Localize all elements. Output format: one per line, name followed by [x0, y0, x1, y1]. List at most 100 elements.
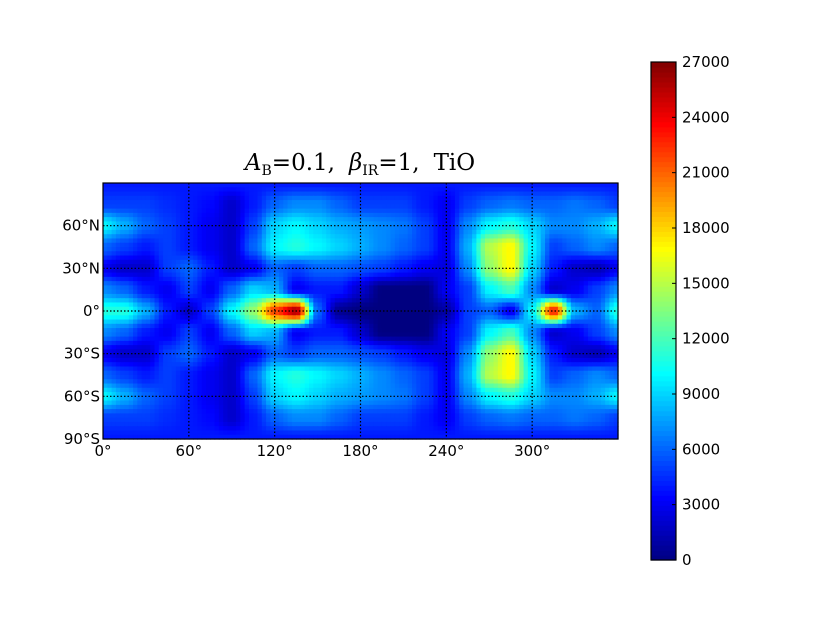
heatmap-cell — [570, 191, 576, 197]
heatmap-cell — [356, 247, 362, 252]
heatmap-cell — [171, 281, 177, 286]
heatmap-cell — [515, 204, 520, 210]
heatmap-cell — [343, 251, 349, 257]
heatmap-cell — [545, 332, 550, 338]
heatmap-cell — [145, 298, 151, 304]
heatmap-cell — [369, 289, 374, 295]
heatmap-cell — [111, 259, 117, 265]
heatmap-cell — [484, 247, 490, 252]
heatmap-cell — [373, 259, 379, 265]
heatmap-cell — [386, 183, 392, 188]
heatmap-cell — [459, 315, 465, 321]
heatmap-cell — [321, 255, 327, 261]
heatmap-cell — [231, 323, 237, 329]
heatmap-cell — [313, 281, 319, 286]
heatmap-cell — [566, 353, 572, 359]
heatmap-cell — [373, 221, 379, 227]
heatmap-cell — [287, 247, 293, 252]
heatmap-cell — [313, 191, 319, 197]
heatmap-cell — [300, 200, 306, 205]
heatmap-cell — [562, 276, 568, 282]
heatmap-cell — [424, 217, 430, 222]
heatmap-cell — [369, 208, 374, 214]
heatmap-cell — [137, 315, 143, 321]
heatmap-cell — [304, 285, 310, 291]
heatmap-cell — [300, 187, 306, 193]
heatmap-cell — [103, 276, 108, 282]
heatmap-cell — [231, 221, 237, 227]
heatmap-cell — [532, 255, 538, 261]
heatmap-cell — [609, 298, 615, 304]
heatmap-cell — [467, 319, 473, 325]
heatmap-cell — [596, 285, 602, 291]
heatmap-cell — [600, 268, 606, 274]
heatmap-cell — [141, 349, 147, 355]
heatmap-cell — [184, 204, 190, 210]
heatmap-cell — [506, 349, 512, 355]
heatmap-cell — [609, 340, 615, 346]
heatmap-cell — [188, 323, 194, 329]
heatmap-cell — [463, 264, 469, 269]
heatmap-cell — [596, 353, 602, 359]
heatmap-cell — [583, 289, 589, 295]
heatmap-cell — [261, 336, 267, 342]
heatmap-cell — [467, 195, 473, 201]
heatmap-cell — [420, 238, 426, 244]
heatmap-cell — [472, 204, 477, 210]
heatmap-cell — [373, 251, 379, 257]
heatmap-cell — [163, 247, 168, 252]
heatmap-cell — [545, 276, 550, 282]
heatmap-cell — [300, 238, 306, 244]
heatmap-cell — [433, 298, 439, 304]
heatmap-cell — [261, 276, 267, 282]
heatmap-cell — [575, 187, 580, 193]
heatmap-cell — [261, 242, 267, 248]
heatmap-cell — [424, 204, 430, 210]
heatmap-cell — [429, 332, 435, 338]
heatmap-cell — [201, 276, 207, 282]
heatmap-cell — [257, 285, 263, 291]
heatmap-cell — [334, 315, 340, 321]
heatmap-cell — [562, 289, 568, 295]
heatmap-cell — [575, 238, 580, 244]
heatmap-cell — [532, 234, 538, 240]
heatmap-cell — [424, 187, 430, 193]
heatmap-cell — [502, 264, 508, 269]
heatmap-cell — [506, 264, 512, 269]
heatmap-cell — [484, 234, 490, 240]
heatmap-cell — [532, 276, 538, 282]
heatmap-cell — [562, 200, 568, 205]
heatmap-cell — [592, 345, 598, 350]
heatmap-cell — [596, 200, 602, 205]
heatmap-cell — [158, 306, 164, 312]
heatmap-cell — [450, 259, 456, 265]
heatmap-cell — [381, 208, 387, 214]
heatmap-cell — [579, 328, 585, 333]
heatmap-cell — [605, 208, 611, 214]
heatmap-cell — [145, 225, 151, 231]
heatmap-cell — [317, 217, 323, 222]
heatmap-cell — [137, 285, 143, 291]
heatmap-cell — [381, 281, 387, 286]
heatmap-cell — [210, 242, 216, 248]
heatmap-cell — [360, 268, 366, 274]
heatmap-cell — [291, 225, 297, 231]
heatmap-cell — [218, 323, 224, 329]
heatmap-cell — [523, 191, 529, 197]
heatmap-cell — [300, 255, 306, 261]
heatmap-cell — [321, 306, 327, 312]
heatmap-cell — [167, 357, 173, 363]
heatmap-cell — [309, 340, 314, 346]
heatmap-cell — [257, 187, 263, 193]
heatmap-cell — [433, 259, 439, 265]
heatmap-cell — [587, 328, 593, 333]
heatmap-cell — [476, 306, 482, 312]
heatmap-cell — [137, 328, 143, 333]
heatmap-cell — [429, 276, 435, 282]
heatmap-cell — [266, 340, 271, 346]
heatmap-cell — [433, 332, 439, 338]
heatmap-cell — [193, 259, 199, 265]
heatmap-cell — [532, 272, 538, 278]
heatmap-cell — [313, 332, 319, 338]
